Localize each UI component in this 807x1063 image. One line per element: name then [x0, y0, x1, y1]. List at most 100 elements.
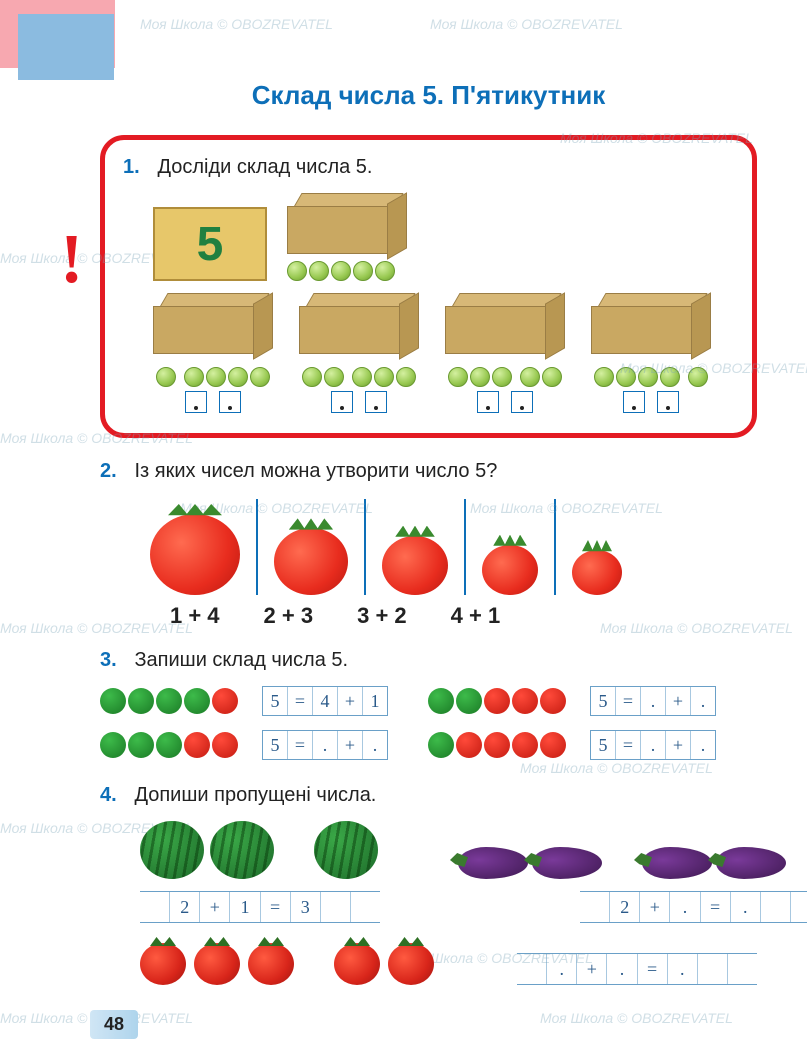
grid-cell: 4 [313, 687, 338, 715]
eggplant-icon [532, 847, 602, 879]
equation-grid[interactable]: 5=.+. [262, 730, 388, 760]
circle-equation-row: 5=.+. [428, 730, 716, 760]
task1-number: 1. [123, 156, 153, 179]
equation-grid[interactable]: .+.=. [517, 953, 757, 985]
red-circle-icon [484, 732, 510, 758]
grid-cell: 5 [591, 731, 616, 759]
ball-split [594, 363, 708, 387]
watermelon-icon [314, 821, 378, 879]
tomato-icon [334, 943, 380, 985]
task4-number: 4. [100, 784, 130, 807]
answer-boxes[interactable] [477, 391, 533, 413]
task4-line2: .+.=. [140, 943, 757, 985]
red-circle-icon [212, 688, 238, 714]
task1-col [299, 293, 419, 413]
grid-cell: 5 [263, 731, 288, 759]
grid-cell: . [670, 892, 700, 922]
red-circle-icon [456, 732, 482, 758]
grid-cell: . [363, 731, 387, 759]
red-circle-icon [212, 732, 238, 758]
green-circle-icon [128, 688, 154, 714]
grid-cell [761, 892, 791, 922]
eggplant-icon [716, 847, 786, 879]
expression: 2 + 3 [264, 603, 314, 629]
grid-cell [791, 892, 807, 922]
green-circle-icon [428, 688, 454, 714]
grid-cell: . [691, 731, 715, 759]
grid-cell: + [666, 687, 691, 715]
watermark: Моя Школа © OBOZREVATEL [430, 16, 623, 32]
red-circle-icon [540, 688, 566, 714]
page-title: Склад числа 5. П'ятикутник [100, 80, 757, 111]
tomato-icon [274, 528, 348, 595]
red-circle-icon [512, 688, 538, 714]
task1-redbox: 1. Досліди склад числа 5. 5 [100, 135, 757, 438]
cardboard-box-icon [153, 293, 273, 359]
grid-cell: . [731, 892, 761, 922]
equation-grid[interactable]: 2+.=. [580, 891, 807, 923]
grid-cell: = [616, 687, 641, 715]
equation-grid[interactable]: 5=.+. [590, 730, 716, 760]
grid-cell: + [577, 954, 607, 984]
red-circle-icon [484, 688, 510, 714]
green-circle-icon [456, 688, 482, 714]
grid-cell: . [313, 731, 338, 759]
eggplant-group [458, 847, 602, 879]
big-five: 5 [197, 217, 224, 272]
task1-text: Досліди склад числа 5. [157, 156, 372, 178]
grid-cell: + [338, 687, 363, 715]
green-circle-icon [100, 732, 126, 758]
grid-cell: = [288, 687, 313, 715]
eggplant-icon [642, 847, 712, 879]
tomato-icon [194, 943, 240, 985]
answer-boxes[interactable] [185, 391, 241, 413]
cardboard-box-icon [299, 293, 419, 359]
workbook-page: Моя Школа © OBOZREVATEL Моя Школа © OBOZ… [0, 0, 807, 1063]
green-circle-icon [156, 732, 182, 758]
red-circle-icon [512, 732, 538, 758]
ball-split [156, 363, 270, 387]
equation-grid[interactable]: 2+1=3 [140, 891, 380, 923]
melon-group [314, 821, 378, 879]
tomato-icon [140, 943, 186, 985]
task1-row-top: 5 [153, 193, 734, 281]
green-circle-icon [128, 732, 154, 758]
task1-col [445, 293, 565, 413]
expression: 1 + 4 [170, 603, 220, 629]
tomato-group [140, 943, 294, 985]
grid-cell [351, 892, 380, 922]
equation-grid[interactable]: 5=4+1 [262, 686, 388, 716]
ball-split [302, 363, 416, 387]
color-circles [428, 688, 566, 714]
grid-cell: = [261, 892, 291, 922]
green-circle-icon [100, 688, 126, 714]
eggplant-group [642, 847, 786, 879]
grid-cell: = [638, 954, 668, 984]
grid-cell: + [640, 892, 670, 922]
tomato-icon [482, 545, 538, 595]
task4-eq-row1: 2+1=3 2+.=. [100, 885, 757, 923]
grid-cell: 3 [291, 892, 321, 922]
grid-cell: = [616, 731, 641, 759]
grid-cell: + [200, 892, 230, 922]
eggplant-icon [458, 847, 528, 879]
green-balls-5 [287, 261, 407, 281]
equation-grid[interactable]: 5=.+. [590, 686, 716, 716]
grid-cell: . [668, 954, 698, 984]
task3-content: 5=4+15=.+.5=.+.5=.+. [100, 672, 757, 764]
grid-cell: 1 [363, 687, 387, 715]
grid-cell: + [338, 731, 363, 759]
expression: 4 + 1 [451, 603, 501, 629]
grid-cell: . [607, 954, 637, 984]
melon-group [140, 821, 274, 879]
grid-cell [321, 892, 351, 922]
red-circle-icon [184, 732, 210, 758]
answer-boxes[interactable] [331, 391, 387, 413]
task3-text: Запиши склад числа 5. [134, 649, 348, 671]
tomato-divider [364, 499, 366, 595]
tomato-divider [464, 499, 466, 595]
answer-boxes[interactable] [623, 391, 679, 413]
tomato-row [150, 499, 757, 595]
cardboard-box-icon [287, 193, 407, 259]
task3: 3. Запиши склад числа 5. 5=4+15=.+.5=.+.… [100, 649, 757, 764]
